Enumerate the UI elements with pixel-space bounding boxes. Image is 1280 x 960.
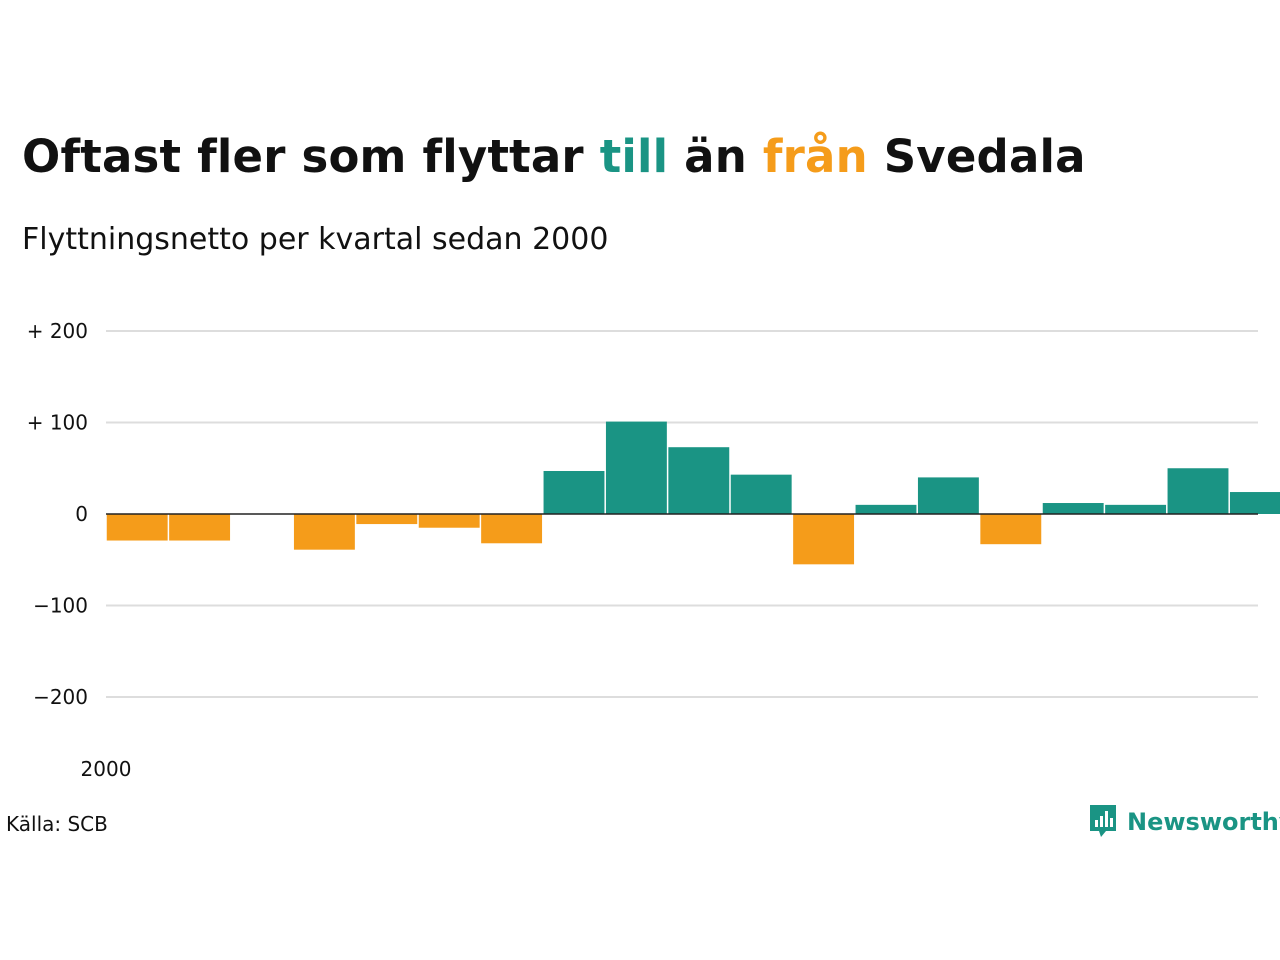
y-axis-tick-labels: + 200 + 100 0 −100 −200 [27,319,88,709]
bar [418,514,480,528]
brand-logo[interactable]: Newsworthy [1087,802,1280,842]
y-tick-label: + 200 [27,319,88,343]
bar [730,474,792,514]
title-part-1: Oftast fler som flyttar [22,130,600,183]
x-axis-tick-labels: 20002005201020152020 [81,757,132,781]
bar [356,514,418,525]
bar-chart: + 200 + 100 0 −100 −200 20002005201020152020 [27,319,1280,781]
bar [855,504,917,514]
bar [793,514,855,565]
bar [293,514,355,550]
bars [106,421,1280,565]
title-positive-word: till [599,130,669,183]
bar [917,477,979,514]
bar [980,514,1042,545]
y-tick-label: + 100 [27,411,88,435]
bar [1167,468,1229,514]
chart-subtitle: Flyttningsnetto per kvartal sedan 2000 [22,222,609,257]
x-tick-label: 2000 [81,757,132,781]
chart-title: Oftast fler som flyttar till än från Sve… [22,130,1086,183]
bar [481,514,543,544]
title-part-3: Svedala [867,130,1086,183]
bar [1105,504,1167,514]
bar [106,514,168,541]
gridlines [106,330,1258,698]
title-part-2: än [668,130,763,183]
bar [1229,492,1280,514]
bar [1042,503,1104,514]
newsworthy-logo-icon [1090,805,1116,837]
y-tick-label: −100 [33,594,88,618]
y-tick-label: 0 [75,502,88,526]
bar [169,514,231,541]
y-tick-label: −200 [33,685,88,709]
brand-name: Newsworthy [1127,808,1280,836]
bar [668,447,730,514]
bar [605,421,667,514]
title-negative-word: från [762,130,868,183]
source-note: Källa: SCB [6,812,108,836]
bar [543,470,605,514]
